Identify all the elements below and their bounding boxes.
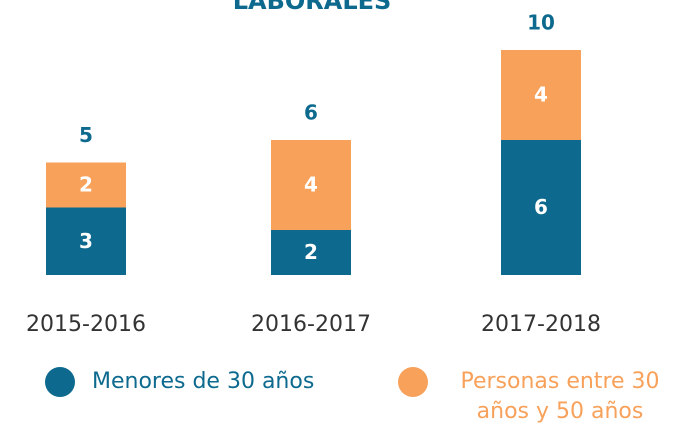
segment-label: 2 xyxy=(79,173,93,197)
x-tick-label: 2017-2018 xyxy=(481,312,601,337)
bar-segment xyxy=(46,162,126,208)
legend-label: Personas entre 30 años y 50 años xyxy=(460,369,660,424)
segment-label: 3 xyxy=(79,229,93,253)
bar-segment xyxy=(501,140,581,275)
bar-segment xyxy=(46,207,126,275)
legend-marker xyxy=(398,367,428,397)
total-label: 10 xyxy=(527,11,555,35)
segment-label: 2 xyxy=(304,240,318,264)
bar-segment xyxy=(501,50,581,140)
segment-label: 4 xyxy=(534,83,548,107)
segment-label: 6 xyxy=(534,195,548,219)
x-tick-label: 2015-2016 xyxy=(26,312,146,337)
x-tick-label: 2016-2017 xyxy=(251,312,371,337)
legend-marker xyxy=(45,367,75,397)
segment-label: 4 xyxy=(304,173,318,197)
legend-label: Menores de 30 años xyxy=(92,369,315,394)
total-label: 6 xyxy=(304,101,318,125)
chart-title: LABORALES xyxy=(233,0,392,15)
bar-segment xyxy=(271,140,351,230)
bar-segment xyxy=(271,230,351,275)
total-label: 5 xyxy=(79,123,93,147)
